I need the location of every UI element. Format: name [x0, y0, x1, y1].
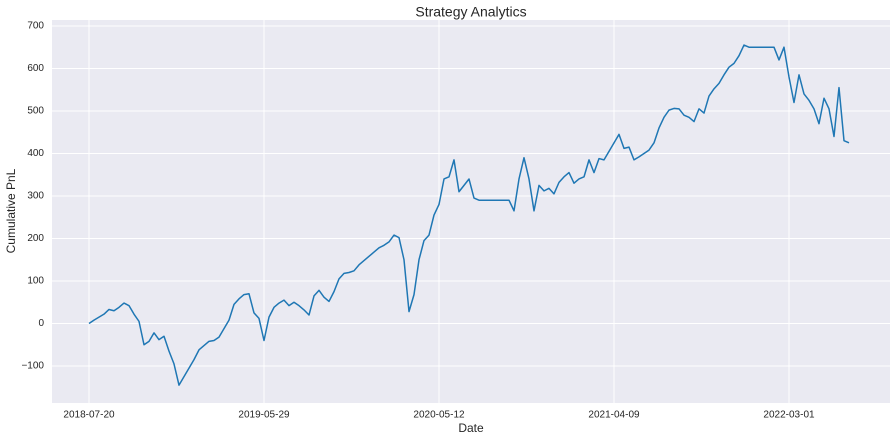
- plot-background: [52, 20, 890, 403]
- y-tick-label: 0: [38, 318, 44, 329]
- x-tick-label: 2021-04-09: [588, 410, 640, 421]
- y-tick-label: 700: [27, 21, 44, 32]
- x-tick-label: 2018-07-20: [63, 410, 115, 421]
- y-tick-label: 100: [27, 276, 44, 287]
- y-tick-label: −100: [21, 361, 44, 372]
- y-tick-label: 300: [27, 191, 44, 202]
- x-tick-label: 2020-05-12: [413, 410, 465, 421]
- y-tick-label: 200: [27, 233, 44, 244]
- y-tick-label: 500: [27, 106, 44, 117]
- chart-title: Strategy Analytics: [415, 4, 526, 20]
- line: [88, 44, 850, 386]
- x-tick-label: 2019-05-29: [238, 410, 290, 421]
- y-tick-label: 600: [27, 63, 44, 74]
- x-tick-label: 2022-03-01: [763, 410, 815, 421]
- x-axis-label: Date: [458, 421, 484, 435]
- y-tick-label: 400: [27, 148, 44, 159]
- y-axis-label: Cumulative PnL: [4, 168, 18, 253]
